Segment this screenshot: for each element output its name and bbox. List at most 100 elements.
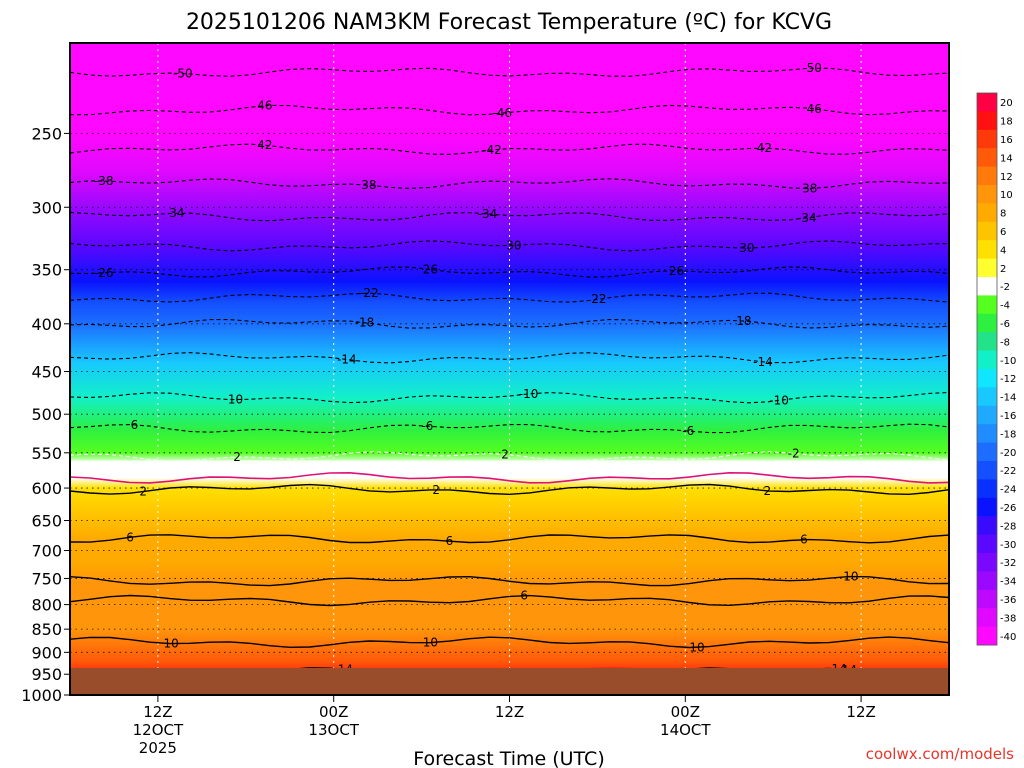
- x-tick-label: 14OCT: [660, 721, 711, 739]
- x-tick-label: 12OCT: [133, 721, 184, 739]
- colorbar-label: 10: [1000, 190, 1013, 201]
- colorbar-swatch: [977, 461, 997, 480]
- colorbar-label: 12: [1000, 172, 1013, 183]
- contour-label: 42: [257, 138, 272, 152]
- colorbar-label: -10: [1000, 356, 1016, 367]
- plot-area: -50 50 46 -46 46 42 -42 42 -38 38 38 34 -34 -34 30 30 -2…: [70, 43, 949, 695]
- colorbar-swatch: [977, 405, 997, 425]
- contour-label: 10: [423, 636, 438, 650]
- y-tick-label: 250: [31, 124, 62, 143]
- colorbar-swatch: [977, 129, 997, 149]
- contour-label: -50: [173, 67, 193, 81]
- contour-label: 6: [800, 533, 808, 547]
- colorbar-swatch: [977, 93, 997, 112]
- colorbar-frame: [976, 92, 998, 646]
- contour-label: -26: [94, 266, 114, 280]
- contour-label: 2: [139, 485, 147, 499]
- colorbar-swatch: [977, 313, 997, 333]
- y-tick-label: 650: [31, 511, 62, 530]
- colorbar-label: -14: [1000, 393, 1016, 404]
- y-tick-label: 800: [31, 596, 62, 615]
- contour-label: 26: [423, 262, 438, 276]
- contour-label: 6: [520, 589, 528, 603]
- contour-label: 50: [807, 61, 822, 75]
- y-tick-label: 950: [31, 665, 62, 684]
- y-tick-label: 900: [31, 643, 62, 662]
- colorbar-label: 8: [1000, 209, 1006, 220]
- contour-label: 2: [432, 483, 440, 497]
- x-tick-label: 00Z: [319, 703, 348, 721]
- contour-line: [70, 534, 949, 544]
- y-tick-label: 850: [31, 620, 62, 639]
- contour-label: 10: [228, 393, 243, 407]
- y-tick-label: 350: [31, 261, 62, 280]
- colorbar-label: -24: [1000, 485, 1016, 496]
- colorbar-swatch: [977, 369, 997, 388]
- credit-link[interactable]: coolwx.com/models: [866, 745, 1014, 763]
- contour-label: 2: [501, 447, 509, 461]
- colorbar-swatch: [977, 258, 997, 278]
- contour-line: [70, 483, 949, 496]
- colorbar-swatch: [977, 332, 997, 352]
- colorbar-label: -16: [1000, 411, 1016, 422]
- contour-label: -18: [355, 316, 375, 330]
- contour-label: -2: [788, 446, 800, 460]
- colorbar-label: -12: [1000, 374, 1016, 385]
- y-tick-label: 500: [31, 405, 62, 424]
- ground-below-surface: [70, 668, 949, 695]
- colorbar-swatch: [977, 424, 997, 444]
- contour-label: 6: [446, 534, 454, 548]
- colorbar-swatch: [977, 608, 997, 628]
- contour-label: 38: [802, 181, 817, 195]
- contour-label: -10: [519, 387, 539, 401]
- colorbar-label: -34: [1000, 577, 1016, 588]
- contour-line: [70, 423, 949, 434]
- contour-label: 6: [131, 418, 139, 432]
- colorbar-swatch: [977, 240, 997, 260]
- contour-label: 18: [736, 314, 751, 328]
- contour-label: -6: [682, 424, 694, 438]
- contour-line: [70, 451, 949, 462]
- colorbar-swatch: [977, 553, 997, 572]
- freezing-layer-band: [70, 460, 949, 476]
- colorbar-label: -36: [1000, 595, 1016, 606]
- contour-label: 30: [739, 241, 754, 255]
- contour-label: 38: [361, 178, 376, 192]
- colorbar-swatch: [977, 626, 997, 646]
- contour-label: -38: [94, 174, 114, 188]
- colorbar-swatch: [977, 571, 997, 591]
- contour-line: [70, 636, 949, 649]
- y-tick-label: 700: [31, 542, 62, 561]
- colorbar-label: 20: [1000, 98, 1013, 109]
- contour-label: -34: [478, 207, 498, 221]
- contour-line: [70, 391, 949, 404]
- y-axis: 250 300 350 400 450 500 550 600 650 700 750 800 850 9…: [21, 124, 70, 705]
- colorbar-label: -28: [1000, 521, 1016, 532]
- x-tick-label: 12Z: [495, 703, 524, 721]
- colorbar-swatch: [977, 111, 997, 131]
- colorbar-label: -2: [1000, 282, 1010, 293]
- contour-label: 42: [757, 141, 772, 155]
- colorbar-swatch: [977, 203, 997, 223]
- contour-label: 2: [764, 484, 772, 498]
- colorbar-swatch: [977, 589, 997, 609]
- colorbar-label: -38: [1000, 613, 1016, 624]
- colorbar-swatch: [977, 295, 997, 315]
- contour-label: -14: [753, 355, 773, 369]
- x-tick-label: 13OCT: [308, 721, 359, 739]
- colorbar-label: -8: [1000, 337, 1010, 348]
- contour-label: 46: [807, 102, 822, 116]
- contour-line: [70, 575, 949, 587]
- contour-label: 10: [689, 640, 704, 654]
- colorbar-label: 14: [1000, 153, 1013, 164]
- colorbar-label: -6: [1000, 319, 1010, 330]
- contour-label: 10: [843, 570, 858, 584]
- contour-line: [70, 471, 949, 484]
- colorbar-swatch: [977, 185, 997, 204]
- colorbar-label: 16: [1000, 135, 1013, 146]
- y-tick-label: 600: [31, 479, 62, 498]
- contour-label: -46: [492, 106, 512, 120]
- colorbar-label: -20: [1000, 448, 1016, 459]
- contour-label: 34: [169, 206, 184, 220]
